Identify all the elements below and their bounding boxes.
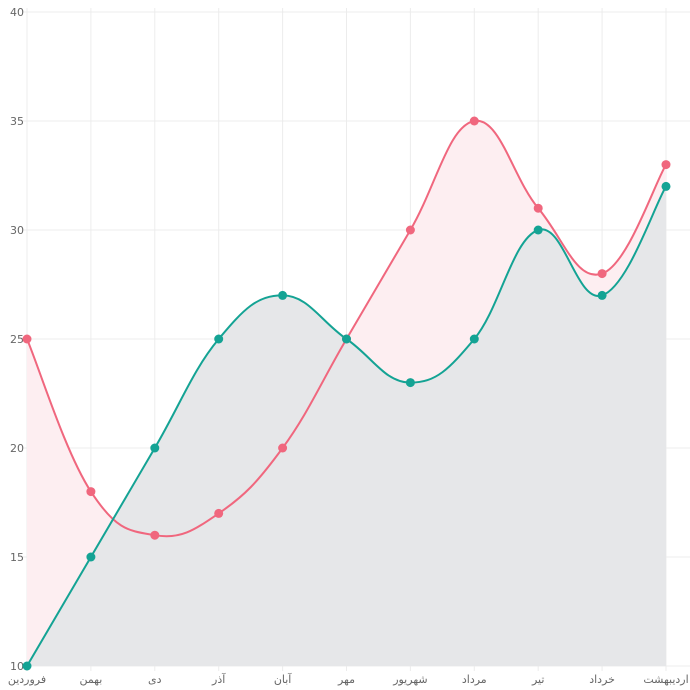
- y-tick-label: 40: [10, 6, 24, 19]
- data-point-series-2[interactable]: [533, 225, 543, 235]
- x-tick-label: تیر: [531, 673, 544, 686]
- y-tick-label: 25: [10, 333, 24, 346]
- data-point-series-2[interactable]: [214, 334, 224, 344]
- x-tick-label: خرداد: [589, 673, 615, 686]
- x-tick-label: شهریور: [392, 673, 427, 686]
- data-point-series-1[interactable]: [278, 443, 288, 453]
- x-tick-label: آبان: [274, 672, 292, 686]
- data-point-series-1[interactable]: [214, 508, 224, 518]
- y-tick-label: 30: [10, 224, 24, 237]
- data-point-series-1[interactable]: [661, 160, 671, 170]
- data-point-series-1[interactable]: [405, 225, 415, 235]
- data-point-series-1[interactable]: [22, 334, 32, 344]
- data-point-series-2[interactable]: [22, 661, 32, 671]
- data-point-series-2[interactable]: [661, 181, 671, 191]
- data-point-series-2[interactable]: [86, 552, 96, 562]
- data-point-series-2[interactable]: [597, 290, 607, 300]
- data-point-series-1[interactable]: [533, 203, 543, 213]
- y-tick-label: 15: [10, 551, 24, 564]
- data-point-series-2[interactable]: [278, 290, 288, 300]
- x-tick-label: آذر: [211, 672, 226, 686]
- data-point-series-2[interactable]: [342, 334, 351, 344]
- area-fill-baseline: [27, 186, 666, 666]
- y-tick-label: 35: [10, 115, 24, 128]
- x-tick-label: اردیبهشت: [643, 673, 688, 686]
- data-point-series-2[interactable]: [405, 378, 415, 388]
- y-tick-label: 20: [10, 442, 24, 455]
- x-tick-label: مرداد: [462, 673, 487, 686]
- x-tick-label: بهمن: [79, 673, 102, 686]
- data-point-series-1[interactable]: [469, 116, 479, 126]
- x-tick-label: مهر: [337, 673, 355, 686]
- data-point-series-1[interactable]: [150, 530, 160, 540]
- series-line-1: [26, 119, 667, 538]
- data-point-series-1[interactable]: [86, 487, 96, 497]
- y-tick-label: 10: [10, 660, 24, 673]
- data-point-series-2[interactable]: [150, 443, 160, 453]
- x-tick-label: دی: [148, 673, 162, 686]
- data-point-series-2[interactable]: [469, 334, 479, 344]
- x-tick-label: فروردین: [8, 673, 46, 686]
- data-point-series-1[interactable]: [597, 269, 607, 279]
